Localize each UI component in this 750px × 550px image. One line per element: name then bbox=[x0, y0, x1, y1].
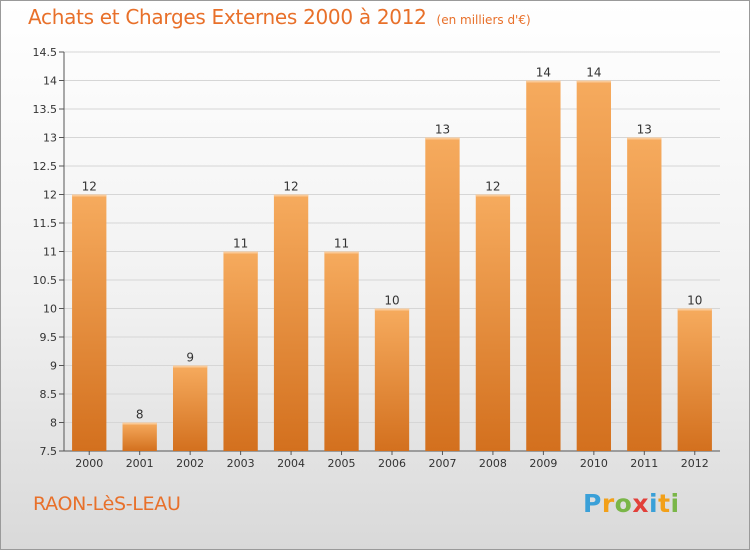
x-tick-label-2004: 2004 bbox=[277, 457, 305, 470]
y-tick-label: 13 bbox=[43, 132, 57, 145]
y-tick-label: 11.5 bbox=[33, 217, 58, 230]
x-tick-label-2000: 2000 bbox=[75, 457, 103, 470]
bar-highlight bbox=[627, 137, 662, 140]
bar-2007 bbox=[425, 137, 460, 451]
bar-2002 bbox=[172, 365, 208, 451]
y-tick-label: 14 bbox=[43, 75, 57, 88]
data-label-2000: 12 bbox=[82, 180, 97, 194]
commune-name: RAON-LèS-LEAU bbox=[33, 493, 181, 515]
x-tick-label-2003: 2003 bbox=[227, 457, 255, 470]
bar-highlight bbox=[374, 308, 410, 311]
data-label-2012: 10 bbox=[687, 294, 702, 308]
y-tick-label: 9 bbox=[50, 360, 57, 373]
y-tick-label: 11 bbox=[43, 246, 57, 259]
x-tick-label-2009: 2009 bbox=[529, 457, 557, 470]
bar-2005 bbox=[324, 251, 359, 451]
bar-highlight bbox=[526, 80, 561, 83]
bar-2003 bbox=[223, 251, 258, 451]
bar-highlight bbox=[576, 80, 612, 83]
data-label-2008: 12 bbox=[485, 180, 500, 194]
bar-2008 bbox=[475, 194, 511, 451]
x-tick-label-2005: 2005 bbox=[328, 457, 356, 470]
logo-letter: i bbox=[670, 489, 680, 518]
bar-highlight bbox=[223, 251, 258, 254]
bar-2004 bbox=[273, 194, 309, 451]
bar-highlight bbox=[324, 251, 359, 254]
x-tick-label-2011: 2011 bbox=[630, 457, 658, 470]
proxiti-logo: Proxiti bbox=[583, 489, 680, 518]
logo-letter: P bbox=[583, 489, 602, 518]
x-tick-label-2012: 2012 bbox=[681, 457, 709, 470]
bar-highlight bbox=[122, 422, 157, 425]
bar-highlight bbox=[475, 194, 511, 197]
y-tick-label: 13.5 bbox=[33, 103, 58, 116]
data-label-2010: 14 bbox=[586, 66, 601, 80]
data-label-2004: 12 bbox=[283, 180, 298, 194]
logo-letter: i bbox=[649, 489, 659, 518]
data-label-2006: 10 bbox=[384, 294, 399, 308]
logo-letter: x bbox=[632, 489, 649, 518]
bar-highlight bbox=[72, 194, 107, 197]
bars bbox=[72, 80, 712, 451]
y-tick-label: 12 bbox=[43, 189, 57, 202]
x-tick-label-2010: 2010 bbox=[580, 457, 608, 470]
data-label-2005: 11 bbox=[334, 237, 349, 251]
y-tick-label: 12.5 bbox=[33, 160, 58, 173]
y-tick-label: 7.5 bbox=[40, 445, 58, 458]
y-tick-label: 14.5 bbox=[33, 46, 58, 59]
chart-title: Achats et Charges Externes 2000 à 2012 bbox=[28, 5, 427, 29]
data-label-2009: 14 bbox=[536, 66, 551, 80]
x-tick-label-2001: 2001 bbox=[126, 457, 154, 470]
labels: 7.5 8 8.5 9 9.5 10 10.5 11 11.5 12 12.5 13 13.5 14 14.… bbox=[33, 46, 709, 470]
logo-letter: r bbox=[601, 489, 615, 518]
bar-2012 bbox=[677, 308, 712, 451]
data-label-2011: 13 bbox=[637, 123, 652, 137]
bar-2010 bbox=[576, 80, 612, 451]
x-tick-label-2006: 2006 bbox=[378, 457, 406, 470]
y-tick-label: 9.5 bbox=[40, 331, 58, 344]
y-tick-label: 8 bbox=[50, 417, 57, 430]
bar-highlight bbox=[425, 137, 460, 140]
bar-2000 bbox=[72, 194, 107, 451]
logo-letter: o bbox=[614, 489, 633, 518]
data-label-2001: 8 bbox=[136, 408, 144, 422]
y-tick-label: 8.5 bbox=[40, 388, 58, 401]
bar-2011 bbox=[627, 137, 662, 451]
x-tick-label-2007: 2007 bbox=[428, 457, 456, 470]
bar-2006 bbox=[374, 308, 410, 451]
bar-highlight bbox=[172, 365, 208, 368]
bar-2009 bbox=[526, 80, 561, 451]
y-tick-label: 10.5 bbox=[33, 274, 58, 287]
bar-2001 bbox=[122, 422, 157, 451]
data-label-2007: 13 bbox=[435, 123, 450, 137]
title-block: Achats et Charges Externes 2000 à 2012 (e… bbox=[28, 5, 531, 29]
bar-highlight bbox=[273, 194, 309, 197]
bar-highlight bbox=[677, 308, 712, 311]
data-label-2002: 9 bbox=[186, 351, 194, 365]
x-tick-label-2008: 2008 bbox=[479, 457, 507, 470]
chart-subtitle: (en milliers d'€) bbox=[436, 13, 531, 27]
x-tick-label-2002: 2002 bbox=[176, 457, 204, 470]
logo-letter: t bbox=[658, 489, 671, 518]
y-tick-label: 10 bbox=[43, 303, 57, 316]
data-label-2003: 11 bbox=[233, 237, 248, 251]
